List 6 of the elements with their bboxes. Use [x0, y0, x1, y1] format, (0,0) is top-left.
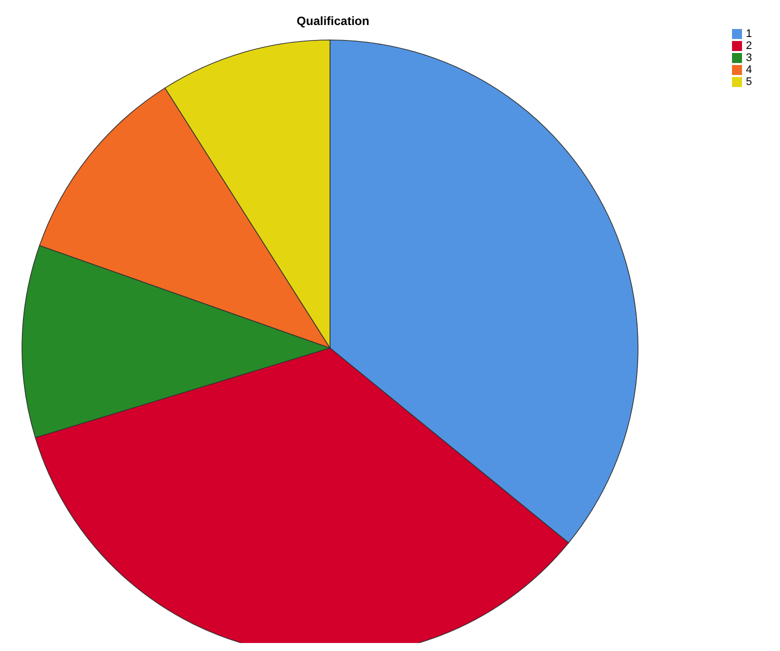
chart-title: Qualification — [296, 14, 370, 28]
legend-label: 1 — [746, 28, 752, 40]
legend-label: 5 — [746, 76, 752, 88]
legend-label: 3 — [746, 52, 752, 64]
legend-label: 2 — [746, 40, 752, 52]
legend-label: 4 — [746, 64, 752, 76]
